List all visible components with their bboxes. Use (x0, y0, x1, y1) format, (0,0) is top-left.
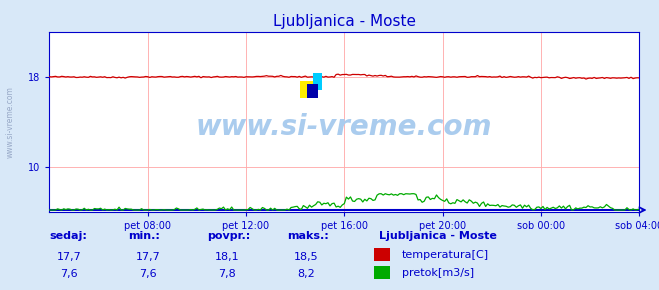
Text: 18,5: 18,5 (294, 251, 319, 262)
FancyBboxPatch shape (313, 72, 322, 90)
Text: 17,7: 17,7 (57, 251, 82, 262)
Text: Ljubljanica - Moste: Ljubljanica - Moste (379, 231, 497, 241)
Text: 7,6: 7,6 (140, 269, 157, 279)
Text: temperatura[C]: temperatura[C] (402, 250, 489, 260)
Title: Ljubljanica - Moste: Ljubljanica - Moste (273, 14, 416, 29)
Text: www.si-vreme.com: www.si-vreme.com (196, 113, 492, 141)
Text: pretok[m3/s]: pretok[m3/s] (402, 268, 474, 278)
Text: 8,2: 8,2 (298, 269, 315, 279)
Text: sedaj:: sedaj: (49, 231, 87, 241)
Text: povpr.:: povpr.: (208, 231, 251, 241)
Text: www.si-vreme.com: www.si-vreme.com (5, 86, 14, 158)
FancyBboxPatch shape (306, 84, 318, 98)
Text: 17,7: 17,7 (136, 251, 161, 262)
Text: 7,6: 7,6 (61, 269, 78, 279)
Text: maks.:: maks.: (287, 231, 328, 241)
FancyBboxPatch shape (300, 81, 313, 98)
Text: 7,8: 7,8 (219, 269, 236, 279)
Text: 18,1: 18,1 (215, 251, 240, 262)
Text: min.:: min.: (129, 231, 160, 241)
